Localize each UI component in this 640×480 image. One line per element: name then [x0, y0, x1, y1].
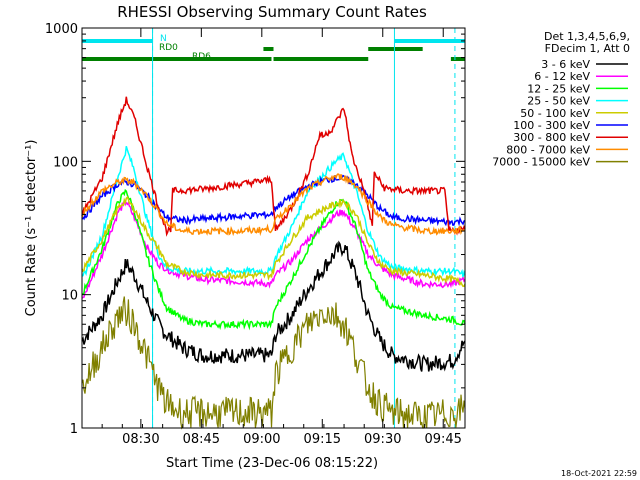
x-tick-label: 09:30: [364, 432, 401, 447]
x-tick-label: 08:45: [183, 432, 220, 447]
flag-label: RD6: [192, 52, 211, 62]
legend-header: Det 1,3,4,5,6,9,: [544, 30, 630, 43]
chart-title: RHESSI Observing Summary Count Rates: [117, 3, 427, 21]
legend-label: 50 - 100 keV: [520, 107, 590, 120]
series-line: [81, 188, 466, 331]
legend-label: 12 - 25 keV: [527, 82, 590, 95]
series-line: [81, 145, 466, 278]
x-axis-label: Start Time (23-Dec-06 08:15:22): [166, 456, 378, 471]
y-axis-label: Count Rate (s⁻¹ detector⁻¹): [24, 140, 39, 317]
series-lines: [81, 96, 466, 430]
footer-timestamp: 18-Oct-2021 22:59: [561, 469, 637, 478]
y-tick-label: 1000: [45, 22, 78, 37]
series-line: [81, 96, 466, 237]
plot-frame: [81, 27, 466, 429]
legend-label: 300 - 800 keV: [513, 131, 590, 144]
legend-label: 6 - 12 keV: [534, 70, 590, 83]
series-line: [81, 195, 466, 288]
series-line: [81, 296, 466, 430]
legend-label: 800 - 7000 keV: [506, 143, 590, 156]
series-line: [81, 240, 466, 372]
y-tick-label: 10: [61, 289, 78, 304]
x-axis: 08:30 08:45 09:00 09:15 09:30 09:45: [81, 28, 466, 447]
y-tick-label: 1: [70, 422, 78, 437]
legend: Det 1,3,4,5,6,9,FDecim 1, Att 0 3 - 6 keV…: [492, 30, 630, 169]
x-tick-label: 09:15: [304, 432, 341, 447]
legend-label: 3 - 6 keV: [541, 58, 590, 71]
x-tick-label: 09:00: [243, 432, 280, 447]
series-line: [81, 198, 466, 299]
legend-label: 7000 - 15000 keV: [492, 156, 590, 169]
flag-label: RD0: [159, 43, 178, 53]
y-axis: 1 10 100 1000: [45, 22, 465, 437]
legend-label: 100 - 300 keV: [513, 119, 590, 132]
legend-header: FDecim 1, Att 0: [545, 42, 630, 55]
x-tick-label: 08:30: [122, 432, 159, 447]
flag-label: N: [160, 34, 167, 44]
y-tick-label: 100: [53, 155, 78, 170]
x-tick-label: 09:45: [424, 432, 461, 447]
legend-label: 25 - 50 keV: [527, 95, 590, 108]
series-line: [81, 173, 466, 237]
